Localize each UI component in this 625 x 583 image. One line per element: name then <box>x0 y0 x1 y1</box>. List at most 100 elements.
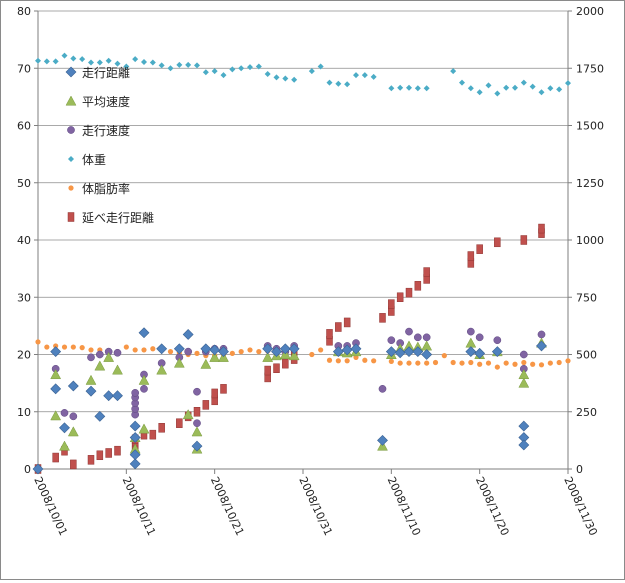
data-point <box>94 410 106 422</box>
data-point <box>103 351 115 362</box>
data-point <box>279 343 291 355</box>
data-point <box>370 73 377 80</box>
data-point <box>450 359 456 366</box>
data-point <box>167 349 174 355</box>
y2-tick-label: 2000 <box>576 5 604 18</box>
data-point <box>141 347 147 353</box>
data-point <box>412 346 424 358</box>
data-point <box>518 369 530 380</box>
legend-marker <box>68 185 74 191</box>
y-tick-label: 30 <box>17 291 31 304</box>
data-point <box>105 448 112 458</box>
data-point <box>423 267 430 277</box>
data-point <box>476 244 483 254</box>
data-point <box>229 66 236 73</box>
x-tick-label: 2008/10/21 <box>208 475 247 538</box>
data-point <box>96 59 103 66</box>
legend-marker <box>68 156 74 162</box>
legend-label: 体脂肪率 <box>82 181 130 196</box>
data-point <box>474 347 486 359</box>
data-point <box>105 57 112 64</box>
data-point <box>132 56 139 63</box>
data-point <box>388 358 394 364</box>
data-point <box>422 333 431 342</box>
data-point <box>256 349 262 355</box>
data-point <box>176 418 183 428</box>
data-point <box>200 358 212 369</box>
y2-axis-ticks: 0 250 500 750 1000 1250 1500 1750 2000 <box>576 5 604 476</box>
data-point <box>353 72 359 79</box>
data-point <box>176 61 183 68</box>
data-point <box>138 327 150 339</box>
data-point <box>537 330 546 339</box>
data-point <box>264 365 271 376</box>
data-point <box>238 349 244 355</box>
data-point <box>326 357 333 363</box>
data-point <box>88 347 94 353</box>
data-point <box>350 343 362 355</box>
y2-tick-label: 1500 <box>576 120 604 133</box>
data-point <box>149 429 157 440</box>
data-point <box>158 423 165 433</box>
y2-tick-label: 0 <box>576 463 583 476</box>
data-point <box>530 361 536 367</box>
data-point <box>503 360 509 366</box>
y-tick-label: 20 <box>17 349 31 362</box>
data-point <box>308 68 315 75</box>
y-tick-label: 60 <box>17 120 31 133</box>
data-point <box>35 339 41 345</box>
data-point <box>521 359 527 366</box>
data-point <box>397 84 404 91</box>
data-point <box>173 343 185 355</box>
data-point <box>538 362 545 368</box>
y-axis-ticks: 0 10 20 30 40 50 60 70 80 <box>17 5 31 476</box>
data-point <box>362 357 368 363</box>
data-point <box>150 346 156 352</box>
data-point <box>385 346 397 358</box>
data-point <box>132 347 138 353</box>
data-point <box>538 223 545 234</box>
legend-label: 平均速度 <box>82 94 130 109</box>
data-point <box>394 347 406 359</box>
data-point <box>173 357 185 368</box>
gridlines <box>38 10 568 470</box>
data-point <box>271 346 282 358</box>
data-point <box>264 70 271 77</box>
data-point <box>67 380 79 392</box>
data-point <box>518 420 530 432</box>
data-point <box>536 340 547 352</box>
data-point <box>477 361 483 367</box>
data-point <box>467 251 475 261</box>
data-point <box>61 52 68 59</box>
y-tick-label: 50 <box>17 177 31 190</box>
legend-marker <box>67 126 75 134</box>
legend-label: 走行距離 <box>82 66 130 80</box>
data-point <box>371 358 377 364</box>
data-point <box>318 347 324 353</box>
data-point <box>129 420 141 432</box>
data-point <box>194 62 200 69</box>
data-point <box>377 434 388 446</box>
data-point <box>158 62 165 69</box>
legend-label: 体重 <box>82 153 106 167</box>
data-point <box>87 353 95 362</box>
data-point <box>52 58 59 65</box>
data-point <box>465 337 477 348</box>
data-point <box>556 86 563 93</box>
data-point <box>184 347 193 356</box>
data-point <box>518 377 530 388</box>
data-point <box>70 459 77 470</box>
y-tick-label: 70 <box>17 62 31 75</box>
data-point <box>273 363 280 373</box>
data-point <box>185 61 192 68</box>
data-point <box>193 387 201 396</box>
data-point <box>421 349 433 360</box>
data-point <box>503 84 510 91</box>
data-point <box>85 385 97 397</box>
data-point <box>518 439 530 451</box>
data-point <box>211 68 218 75</box>
series-4 <box>35 52 571 97</box>
